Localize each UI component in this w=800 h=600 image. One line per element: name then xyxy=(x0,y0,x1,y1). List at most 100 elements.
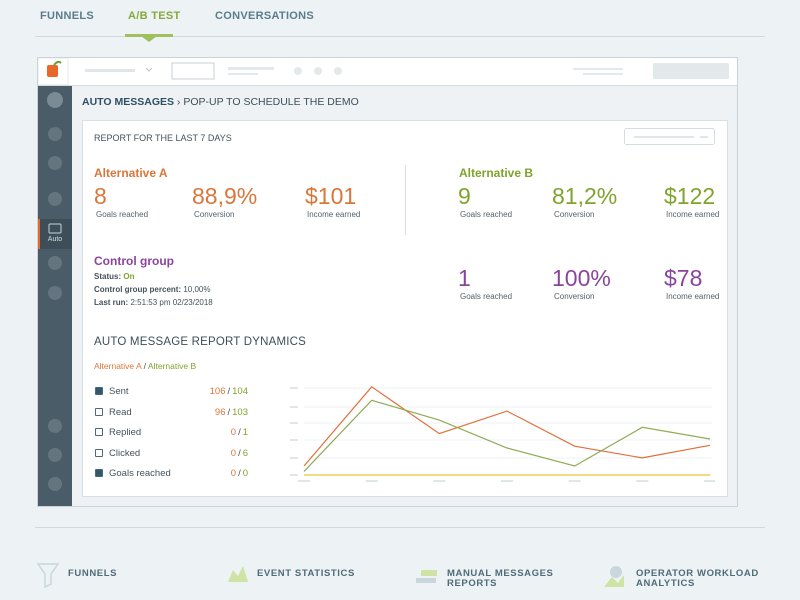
stat-value: 100% xyxy=(552,265,611,291)
breadcrumb-section[interactable]: AUTO MESSAGES xyxy=(82,96,174,108)
stat-value: 8 xyxy=(94,183,107,209)
control-status: Status: On xyxy=(94,272,134,281)
control-percent: Control group percent: 10,00% xyxy=(94,285,210,294)
separator: / xyxy=(238,447,241,459)
axis-placeholder xyxy=(290,439,298,441)
stat-value: $78 xyxy=(664,265,703,291)
row-values: 0/6 xyxy=(180,448,248,459)
stat-label: Conversion xyxy=(554,292,595,301)
row-label: Sent xyxy=(109,386,129,397)
value-b: 104 xyxy=(232,386,248,397)
value-b: 0 xyxy=(242,468,248,480)
label: Status: xyxy=(94,272,122,281)
value-a: 96 xyxy=(214,406,226,418)
footer-link[interactable]: OPERATOR WORKLOAD ANALYTICS xyxy=(636,568,759,589)
row-label: Goals reached xyxy=(109,468,171,480)
separator: / xyxy=(227,406,231,418)
value-a: 106 xyxy=(209,386,226,397)
axis-placeholder xyxy=(290,474,298,476)
stat-value: 9 xyxy=(458,183,471,209)
axis-placeholder xyxy=(290,457,298,459)
divider xyxy=(35,36,765,37)
axis-placeholder xyxy=(290,422,298,424)
row-values: 0/1 xyxy=(180,427,248,438)
axis-placeholder xyxy=(568,480,581,482)
tab[interactable]: A/B TEST xyxy=(128,10,181,22)
dynamics-chart xyxy=(290,385,715,482)
checkbox[interactable] xyxy=(95,469,103,478)
stat-label: Income earned xyxy=(666,292,720,301)
row-values: 96/103 xyxy=(180,407,248,418)
sidebar-label: Auto xyxy=(47,236,63,243)
stat-value: 81,2% xyxy=(552,183,618,209)
value-a: 0 xyxy=(230,468,237,480)
series-line xyxy=(303,399,711,472)
sidebar-icons xyxy=(38,92,72,491)
axis-placeholder xyxy=(290,406,298,408)
stat-value: $122 xyxy=(664,183,716,209)
checkbox[interactable] xyxy=(95,428,103,437)
value-b: 1 xyxy=(242,427,248,439)
stat-value: $101 xyxy=(305,183,357,209)
footer-link[interactable]: MANUAL MESSAGES REPORTS xyxy=(447,568,554,589)
value-a: 0 xyxy=(230,427,237,439)
value-a: 0 xyxy=(230,447,237,459)
footer-link[interactable]: EVENT STATISTICS xyxy=(257,568,355,579)
checkbox[interactable] xyxy=(95,387,103,395)
legend-separator: / xyxy=(143,361,147,371)
checkbox[interactable] xyxy=(95,407,103,416)
stat-label: Goals reached xyxy=(96,210,149,219)
stat-label: Conversion xyxy=(554,210,595,219)
active-caret xyxy=(141,36,157,42)
value-b: 6 xyxy=(242,447,248,459)
footer-icons xyxy=(36,563,624,589)
axis-placeholder xyxy=(704,480,715,482)
alt-a-name: Alternative A xyxy=(94,166,168,180)
row-values: 106/104 xyxy=(180,386,248,397)
stat-label: Income earned xyxy=(307,210,361,219)
row-values: 0/0 xyxy=(180,468,248,479)
alt-b-name: Alternative B xyxy=(459,166,534,180)
control-name: Control group xyxy=(94,254,174,268)
axis-placeholder xyxy=(298,480,310,482)
dynamics-title: AUTO MESSAGE REPORT DYNAMICS xyxy=(94,336,307,348)
active-underline xyxy=(125,34,173,37)
stat-label: Goals reached xyxy=(460,292,513,301)
axis-placeholder xyxy=(290,387,298,389)
stat-value: 88,9% xyxy=(192,183,258,209)
top-bar-art xyxy=(37,57,729,86)
axis-placeholder xyxy=(636,480,649,482)
checkbox[interactable] xyxy=(95,448,103,457)
stat-value: 1 xyxy=(458,265,471,291)
legend-a: Alternative A xyxy=(94,361,142,371)
stat-label: Conversion xyxy=(194,210,235,219)
divider xyxy=(405,165,406,235)
axis-placeholder xyxy=(433,480,446,482)
divider xyxy=(35,527,765,528)
footer-link[interactable]: FUNNELS xyxy=(68,568,118,579)
date-select[interactable] xyxy=(624,128,716,146)
axis-placeholder xyxy=(365,480,378,482)
value-b: 103 xyxy=(232,406,248,418)
dynamics-legend: Alternative A / Alternative B xyxy=(94,361,196,371)
stat-label: Goals reached xyxy=(460,210,513,219)
control-last-run: Last run: 2:51:53 pm 02/23/2018 xyxy=(94,298,213,307)
label: Last run: xyxy=(94,298,129,307)
breadcrumb-page: › POP-UP TO SCHEDULE THE DEMO xyxy=(176,96,359,108)
legend-b: Alternative B xyxy=(147,361,197,371)
tab[interactable]: FUNNELS xyxy=(40,10,95,22)
axis-placeholder xyxy=(501,480,513,482)
separator: / xyxy=(238,427,241,439)
row-label: Clicked xyxy=(109,447,141,459)
series-line xyxy=(303,385,711,467)
label: Control group percent: xyxy=(94,285,182,294)
breadcrumb: AUTO MESSAGES › POP-UP TO SCHEDULE THE D… xyxy=(82,96,359,108)
top-bar xyxy=(37,57,737,86)
tab[interactable]: CONVERSATIONS xyxy=(215,10,315,22)
row-label: Replied xyxy=(109,427,142,439)
separator: / xyxy=(227,386,231,397)
separator: / xyxy=(238,468,241,480)
value: On xyxy=(123,272,135,281)
sidebar xyxy=(38,86,72,506)
